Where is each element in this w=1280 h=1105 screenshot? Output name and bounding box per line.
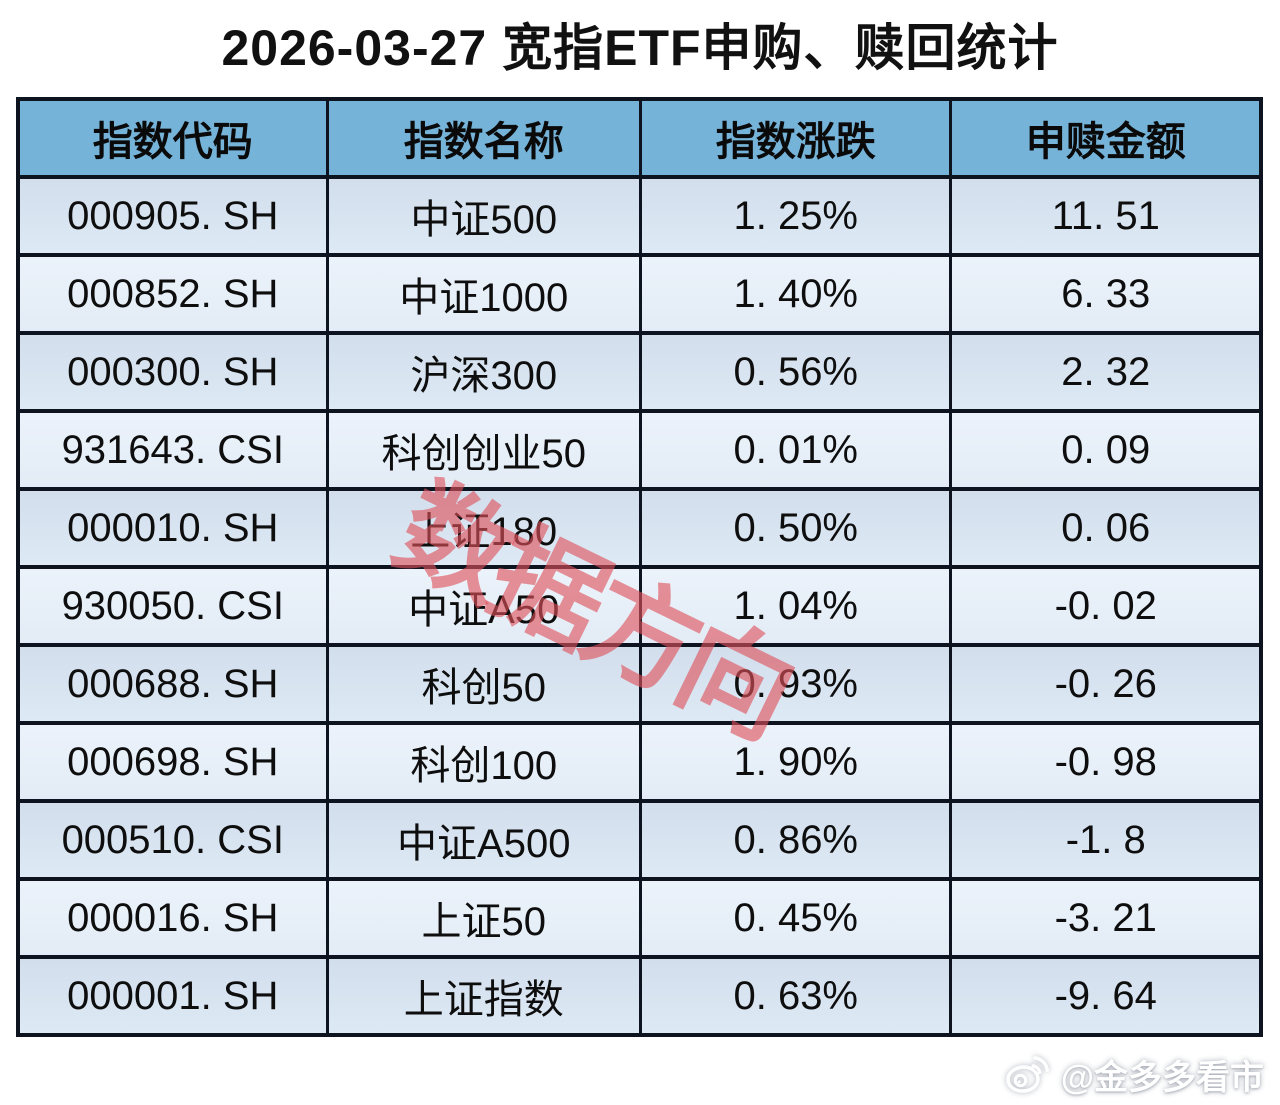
index-name-cell: 上证50 xyxy=(325,881,639,955)
index-name-cell: 科创50 xyxy=(325,647,639,721)
credit-watermark: @金多多看市 xyxy=(1003,1050,1264,1099)
index-code-cell: 000510. CSI xyxy=(61,817,284,862)
index-change-cell: 0. 50% xyxy=(639,491,949,565)
index-change-cell: 0. 56% xyxy=(639,335,949,409)
index-code-cell: 000698. SH xyxy=(67,739,279,784)
column-header-index-change: 指数涨跌 xyxy=(639,101,949,175)
column-header-index-code: 指数代码 xyxy=(92,120,253,164)
table-row: 000001. SH 上证指数 0. 63% -9. 64 xyxy=(20,955,1259,1033)
table-row: 000016. SH 上证50 0. 45% -3. 21 xyxy=(20,877,1259,955)
index-name-cell: 沪深300 xyxy=(325,335,639,409)
index-change-cell: 0. 01% xyxy=(639,413,949,487)
index-name-cell: 中证1000 xyxy=(325,257,639,331)
table-row: 930050. CSI 中证A50 1. 04% -0. 02 xyxy=(20,565,1259,643)
column-header-index-name: 指数名称 xyxy=(325,101,639,175)
table-header-row: 指数代码 指数名称 指数涨跌 申赎金额 xyxy=(20,101,1259,175)
table-row: 931643. CSI 科创创业50 0. 01% 0. 09 xyxy=(20,409,1259,487)
column-header-amount: 申赎金额 xyxy=(949,101,1259,175)
amount-cell: -1. 8 xyxy=(949,803,1259,877)
index-change-cell: 0. 45% xyxy=(639,881,949,955)
index-name-cell: 中证500 xyxy=(325,179,639,253)
amount-cell: 2. 32 xyxy=(949,335,1259,409)
weibo-icon xyxy=(1006,1055,1049,1093)
amount-cell: 0. 06 xyxy=(949,491,1259,565)
index-change-cell: 1. 04% xyxy=(639,569,949,643)
table-row: 000852. SH 中证1000 1. 40% 6. 33 xyxy=(20,253,1259,331)
table-row: 000698. SH 科创100 1. 90% -0. 98 xyxy=(20,721,1259,799)
amount-cell: -0. 26 xyxy=(949,647,1259,721)
table-row: 000905. SH 中证500 1. 25% 11. 51 xyxy=(20,175,1259,253)
table-row: 000010. SH 上证180 0. 50% 0. 06 xyxy=(20,487,1259,565)
table-row: 000688. SH 科创50 0. 93% -0. 26 xyxy=(20,643,1259,721)
etf-statistics-table: 指数代码 指数名称 指数涨跌 申赎金额 000905. SH 中证500 1. 25… xyxy=(16,97,1263,1037)
index-change-cell: 1. 25% xyxy=(639,179,949,253)
amount-cell: 0. 09 xyxy=(949,413,1259,487)
amount-cell: 11. 51 xyxy=(949,179,1259,253)
index-code-cell: 930050. CSI xyxy=(61,583,284,628)
index-change-cell: 0. 63% xyxy=(639,959,949,1033)
table-row: 000300. SH 沪深300 0. 56% 2. 32 xyxy=(20,331,1259,409)
index-code-cell: 931643. CSI xyxy=(61,427,284,472)
index-code-cell: 000300. SH xyxy=(67,349,279,394)
credit-text: @金多多看市 xyxy=(1060,1059,1264,1097)
amount-cell: -3. 21 xyxy=(949,881,1259,955)
index-change-cell: 0. 93% xyxy=(639,647,949,721)
amount-cell: -0. 98 xyxy=(949,725,1259,799)
index-change-cell: 1. 40% xyxy=(639,257,949,331)
index-name-cell: 中证A50 xyxy=(325,569,639,643)
index-code-cell: 000001. SH xyxy=(67,973,279,1018)
index-change-cell: 1. 90% xyxy=(639,725,949,799)
index-code-cell: 000016. SH xyxy=(67,895,279,940)
index-code-cell: 000852. SH xyxy=(67,271,279,316)
amount-cell: 6. 33 xyxy=(949,257,1259,331)
index-name-cell: 中证A500 xyxy=(325,803,639,877)
amount-cell: -9. 64 xyxy=(949,959,1259,1033)
index-name-cell: 科创100 xyxy=(325,725,639,799)
index-name-cell: 上证180 xyxy=(325,491,639,565)
index-code-cell: 000010. SH xyxy=(67,505,279,550)
table-row: 000510. CSI 中证A500 0. 86% -1. 8 xyxy=(20,799,1259,877)
index-code-cell: 000905. SH xyxy=(67,193,279,238)
index-change-cell: 0. 86% xyxy=(639,803,949,877)
index-name-cell: 上证指数 xyxy=(325,959,639,1033)
amount-cell: -0. 02 xyxy=(949,569,1259,643)
index-name-cell: 科创创业50 xyxy=(325,413,639,487)
page-title: 2026-03-27 宽指ETF申购、赎回统计 xyxy=(221,20,1059,76)
index-code-cell: 000688. SH xyxy=(67,661,279,706)
